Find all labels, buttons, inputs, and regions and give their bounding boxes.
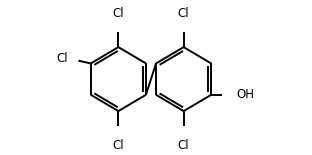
Text: Cl: Cl	[56, 52, 68, 65]
Text: Cl: Cl	[178, 139, 189, 152]
Text: Cl: Cl	[113, 139, 124, 152]
Text: OH: OH	[236, 88, 254, 101]
Text: Cl: Cl	[113, 7, 124, 20]
Text: Cl: Cl	[178, 7, 189, 20]
